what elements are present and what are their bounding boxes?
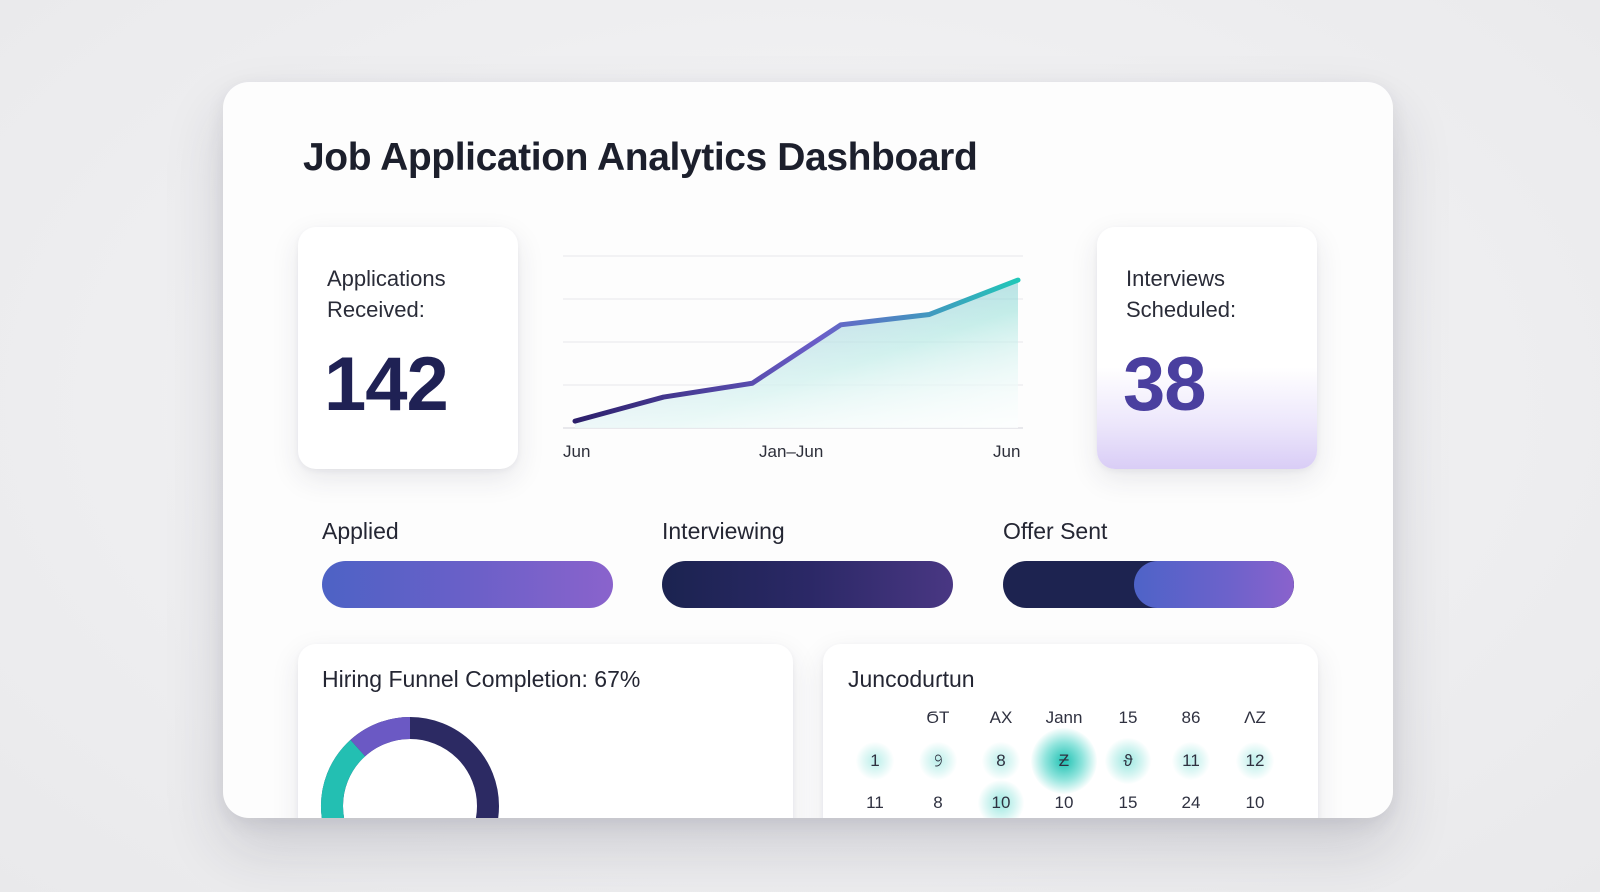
stage-bar-offer-sent[interactable] (1003, 561, 1294, 608)
calendar-day-number: 15 (1118, 793, 1138, 812)
calendar-day-cell[interactable]: 11 (1169, 742, 1213, 780)
calendar-day-cell[interactable]: 15 (1106, 786, 1150, 818)
calendar-day-number: 12 (1245, 751, 1265, 770)
interviews-label-line2: Scheduled: (1126, 297, 1237, 322)
x-tick-label-start: Jun (563, 442, 591, 461)
calendar-day-number: 24 (1181, 793, 1201, 812)
offer-sent-progress-fill (1133, 561, 1294, 608)
applications-received-value: 142 (324, 342, 449, 427)
calendar-day-cell[interactable]: 8 (979, 742, 1023, 780)
stage-bar-interviewing[interactable] (662, 561, 953, 608)
calendar-day-number: 11 (1182, 751, 1200, 770)
interviews-label-line1: Interviews (1126, 266, 1226, 291)
interviews-scheduled-label: Interviews Scheduled: (1126, 263, 1236, 325)
calendar-activity-highlight (1105, 738, 1151, 784)
hiring-funnel-title: Hiring Funnel Completion: 67% (322, 666, 641, 692)
calendar-day-number: 𝟿 (932, 751, 944, 770)
page-title: Job Application Analytics Dashboard (303, 136, 978, 179)
stage-label-applied: Applied (322, 518, 399, 544)
calendar-header-row: ϬT AX Jann 15 86 ɅZ (823, 706, 1318, 730)
trend-chart-svg (563, 255, 1023, 429)
calendar-column-header: ɅZ (1244, 708, 1266, 727)
calendar-day-cell[interactable]: 𝟿 (916, 742, 960, 780)
calendar-day-number: 11 (866, 793, 884, 812)
calendar-column-header: 86 (1181, 708, 1201, 727)
calendar-activity-highlight (1236, 742, 1274, 780)
applications-label-line1: Applications (327, 266, 446, 291)
calendar-activity-highlight (919, 742, 957, 780)
calendar-activity-highlight (982, 742, 1020, 780)
calendar-day-number: ϑ (1123, 751, 1133, 770)
calendar-day-cell[interactable]: 1 (853, 742, 897, 780)
calendar-column-header: ϬT (926, 708, 950, 727)
calendar-column-header: Jann (1045, 708, 1083, 727)
donut-segment-purple (350, 717, 411, 757)
calendar-day-number: Ƶ (1058, 751, 1070, 770)
calendar-day-number: 10 (991, 793, 1011, 812)
stage-label-offer-sent: Offer Sent (1003, 518, 1108, 544)
calendar-day-cell[interactable]: 10 (1042, 786, 1086, 818)
stage-bar-applied[interactable] (322, 561, 613, 608)
x-tick-label-end: Jun (993, 442, 1021, 461)
calendar-title: Juncoduɾtun (848, 666, 975, 692)
calendar-day-cell[interactable]: ϑ (1105, 738, 1151, 784)
calendar-activity-highlight (1172, 742, 1210, 780)
calendar-day-cell[interactable]: 12 (1233, 742, 1277, 780)
calendar-day-number: 8 (933, 793, 943, 812)
interviews-scheduled-card[interactable]: Interviews Scheduled: 38 (1097, 227, 1317, 469)
calendar-column-header: AX (989, 708, 1013, 727)
dashboard-panel: Job Application Analytics Dashboard Appl… (223, 82, 1393, 818)
interviews-scheduled-value: 38 (1123, 342, 1207, 427)
calendar-activity-highlight (978, 780, 1024, 818)
calendar-day-cell[interactable]: 11 (853, 786, 897, 818)
applications-received-label: Applications Received: (327, 263, 446, 325)
calendar-day-number: 10 (1054, 793, 1074, 812)
calendar-activity-highlight (1031, 728, 1097, 794)
calendar-column-header: 15 (1118, 708, 1138, 727)
donut-segment-teal (321, 739, 366, 818)
x-tick-label-mid: Jan–Jun (759, 442, 824, 461)
trend-line (572, 277, 1021, 424)
calendar-day-cell[interactable]: 10 (978, 780, 1024, 818)
calendar-day-cell[interactable]: 8 (916, 786, 960, 818)
calendar-day-cell[interactable]: Ƶ (1031, 728, 1097, 794)
calendar-week-row: 11 8 10 10 15 24 10 (823, 780, 1318, 818)
hiring-funnel-card[interactable]: Hiring Funnel Completion: 67% (298, 644, 793, 818)
stage-label-interviewing: Interviewing (662, 518, 785, 544)
calendar-day-number: 10 (1245, 793, 1265, 812)
calendar-day-number: 8 (996, 751, 1006, 770)
calendar-activity-highlight (856, 742, 894, 780)
calendar-day-cell[interactable]: 24 (1169, 786, 1213, 818)
funnel-donut-chart (321, 717, 499, 818)
calendar-day-cell[interactable]: 10 (1233, 786, 1277, 818)
applications-label-line2: Received: (327, 297, 425, 322)
applications-trend-chart: Jun Jan–Jun Jun (563, 242, 1053, 472)
calendar-day-number: 1 (870, 751, 880, 770)
applications-received-card[interactable]: Applications Received: 142 (298, 227, 518, 469)
